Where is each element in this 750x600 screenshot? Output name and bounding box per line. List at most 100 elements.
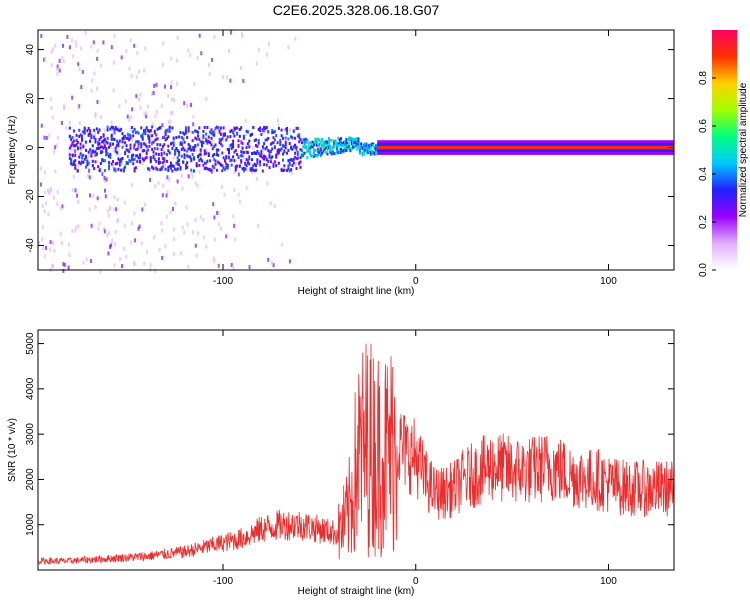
spectrogram-band-cell [206,167,209,171]
spectrogram-band-cell [307,149,310,153]
spectrogram-band-cell [217,160,220,164]
spectrogram-band-cell [330,152,333,156]
spectrogram-noise-cell [168,120,170,125]
spectrogram-band-cell [245,158,248,161]
spectrogram-band-cell [318,138,321,142]
spectrogram-band-cell [171,164,174,168]
spectrogram-band-cell [90,151,93,155]
spectrogram-band-cell [91,144,94,148]
spectrogram-band-cell [186,165,189,169]
spectrogram-noise-cell [162,147,165,152]
spectrogram-band-cell [367,147,369,151]
spectrogram-band-cell [225,162,228,166]
spectrogram-band-cell [125,148,128,152]
spectrogram-band-cell [255,138,257,142]
spectrogram-band-cell [261,145,264,149]
spectrogram-noise-cell [187,264,190,269]
spectrogram-band-cell [368,148,371,152]
spectrogram-band-cell [167,165,170,169]
spectrogram-band-cell [134,148,137,152]
spectrogram-band-cell [245,129,248,133]
spectrogram-band-cell [81,134,83,138]
spectrogram-band-cell [141,149,144,153]
spectrogram-band-cell [245,146,248,150]
spectrogram-band-cell [329,144,332,148]
spectrogram-band-cell [205,139,208,143]
spectrogram-band-cell [222,126,225,130]
spectrogram-noise-cell [180,251,183,256]
spectrogram-band-cell [221,164,224,168]
spectrogram-noise-cell [165,214,168,219]
colorbar: 0.0 0.2 0.4 0.6 0.8 Normalized spectral ampl… [698,30,749,277]
spectrogram-band-cell [143,129,145,133]
spectrogram-band-cell [103,159,106,163]
spectrogram-noise-cell [39,166,42,171]
spectrogram-band-cell [126,136,129,140]
spectrogram-band-cell [237,139,240,143]
spectrogram-band-cell [83,157,86,161]
spectrogram-noise-cell [68,151,71,156]
spectrogram-band-cell [336,142,338,146]
spectrogram-noise-cell [143,261,146,266]
spectrogram-band-cell [140,145,143,149]
spectrogram-noise-cell [111,164,114,168]
spectrogram-band-cell [136,147,139,151]
spectrogram-band-cell [81,138,83,142]
spectrogram-band-cell [125,136,128,140]
spectrogram-band-cell [226,164,229,167]
spectrogram-noise-cell [183,230,186,235]
spectrogram-band-cell [188,155,191,159]
spectrogram-band-cell [171,126,174,130]
spectrogram-noise-cell [104,194,107,199]
spectrogram-band-cell [248,145,251,149]
spectrogram-noise-cell [172,206,174,211]
spectrogram-band-cell [362,146,365,150]
spectrogram-band-cell [128,150,131,154]
spectrogram-band-cell [117,157,120,161]
spectrogram-band-cell [286,151,288,155]
spectrogram-band-cell [95,147,98,150]
spectrogram-noise-cell [113,34,116,39]
spectrogram-band-cell [82,160,85,164]
spectrogram-band-cell [206,139,209,143]
spectrogram-band-cell [260,133,263,136]
spectrogram-band-cell [271,131,274,135]
spectrogram-noise-cell [156,109,158,114]
spectrogram-band-cell [242,136,245,140]
spectrogram-band-cell [303,142,306,146]
spectrogram-band-cell [311,143,314,147]
spectrogram-noise-cell [198,33,201,38]
spectrogram-band-cell [226,147,229,151]
spectrogram-band-cell [147,148,150,152]
spectrogram-band-cell [78,155,81,159]
spectrogram-band-cell [159,161,162,165]
spectrogram-band-cell [85,140,87,144]
spectrogram-noise-cell [124,99,127,104]
spectrogram-band-cell [148,135,151,139]
spectrogram-noise-cell [74,40,77,45]
spectrogram-noise-cell [145,114,148,119]
spectrogram-band-cell [253,139,256,143]
spectrogram-band-cell [246,130,249,134]
spectrogram-band-cell [206,141,209,145]
spectrogram-noise-cell [217,222,220,227]
spectrogram-y-tick-label: 20 [25,93,36,105]
spectrogram-band-cell [137,131,140,135]
spectrogram-noise-cell [141,207,144,212]
spectrogram-band-cell [210,128,213,132]
spectrogram-band-cell [210,131,213,135]
spectrogram-band-cell [145,155,148,159]
spectrogram-noise-cell [67,265,70,270]
spectrogram-noise-cell [164,244,167,249]
spectrogram-band-cell [246,159,249,162]
spectrogram-noise-cell [63,104,65,109]
spectrogram-noise-cell [49,240,52,245]
spectrogram-band-cell [205,151,208,155]
spectrogram-band-cell [298,133,301,137]
spectrogram-band-cell [344,142,347,146]
spectrogram-band-cell [215,153,218,157]
spectrogram-band-cell [288,142,291,145]
snr-x-ticks: -100 0 100 [213,330,617,587]
spectrogram-band-cell [224,168,226,171]
spectrogram-noise-cell [135,94,138,99]
